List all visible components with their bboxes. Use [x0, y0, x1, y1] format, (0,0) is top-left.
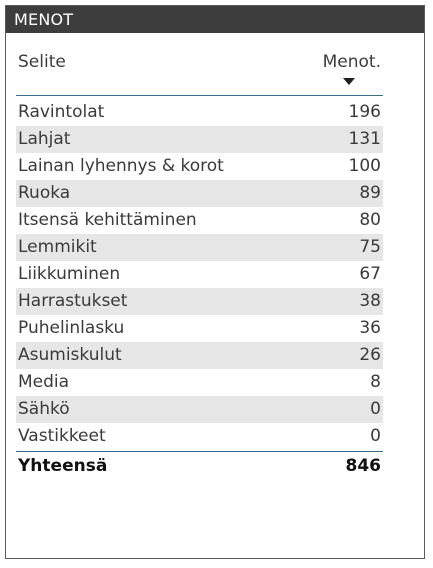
table-row[interactable]: Media 8	[16, 369, 383, 396]
row-label: Harrastukset	[18, 291, 128, 311]
row-value: 8	[370, 372, 381, 392]
row-value: 36	[359, 318, 381, 338]
table-row[interactable]: Ruoka 89	[16, 180, 383, 207]
table-header: Selite Menot.	[16, 50, 383, 96]
table-row[interactable]: Vastikkeet 0	[16, 423, 383, 450]
table-row[interactable]: Lemmikit 75	[16, 234, 383, 261]
row-label: Ravintolat	[18, 102, 105, 122]
column-header-description[interactable]: Selite	[18, 52, 66, 72]
row-label: Asumiskulut	[18, 345, 122, 365]
table-row[interactable]: Sähkö 0	[16, 396, 383, 423]
total-value: 846	[345, 456, 382, 476]
row-value: 196	[348, 102, 381, 122]
row-value: 0	[370, 399, 381, 419]
row-label: Ruoka	[18, 183, 71, 203]
table-row[interactable]: Harrastukset 38	[16, 288, 383, 315]
row-label: Lahjat	[18, 129, 71, 149]
table-row[interactable]: Lahjat 131	[16, 126, 383, 153]
row-value: 80	[359, 210, 381, 230]
table-row[interactable]: Liikkuminen 67	[16, 261, 383, 288]
row-label: Lemmikit	[18, 237, 97, 257]
table-total-row: Yhteensä 846	[16, 451, 383, 483]
table-row[interactable]: Puhelinlasku 36	[16, 315, 383, 342]
row-value: 0	[370, 426, 381, 446]
row-value: 26	[359, 345, 381, 365]
table-row[interactable]: Asumiskulut 26	[16, 342, 383, 369]
row-label: Puhelinlasku	[18, 318, 125, 338]
row-value: 67	[359, 264, 381, 284]
table-row[interactable]: Itsensä kehittäminen 80	[16, 207, 383, 234]
row-label: Sähkö	[18, 399, 70, 419]
row-value: 75	[359, 237, 381, 257]
row-label: Media	[18, 372, 70, 392]
row-label: Itsensä kehittäminen	[18, 210, 197, 230]
row-value: 100	[348, 156, 381, 176]
table-row[interactable]: Ravintolat 196	[16, 99, 383, 126]
table-row[interactable]: Lainan lyhennys & korot 100	[16, 153, 383, 180]
widget-title: MENOT	[6, 6, 424, 33]
sort-descending-icon[interactable]	[343, 78, 355, 85]
row-value: 89	[359, 183, 381, 203]
row-value: 131	[348, 129, 381, 149]
expenses-table: Selite Menot. Ravintolat 196 Lahjat 131 …	[16, 50, 383, 483]
column-header-expenses[interactable]: Menot.	[322, 52, 381, 72]
row-label: Liikkuminen	[18, 264, 121, 284]
row-label: Vastikkeet	[18, 426, 106, 446]
row-value: 38	[359, 291, 381, 311]
total-label: Yhteensä	[18, 456, 108, 476]
table-body: Ravintolat 196 Lahjat 131 Lainan lyhenny…	[16, 99, 383, 450]
expenses-table-widget: MENOT Selite Menot. Ravintolat 196 Lahja…	[5, 5, 425, 559]
row-label: Lainan lyhennys & korot	[18, 156, 224, 176]
